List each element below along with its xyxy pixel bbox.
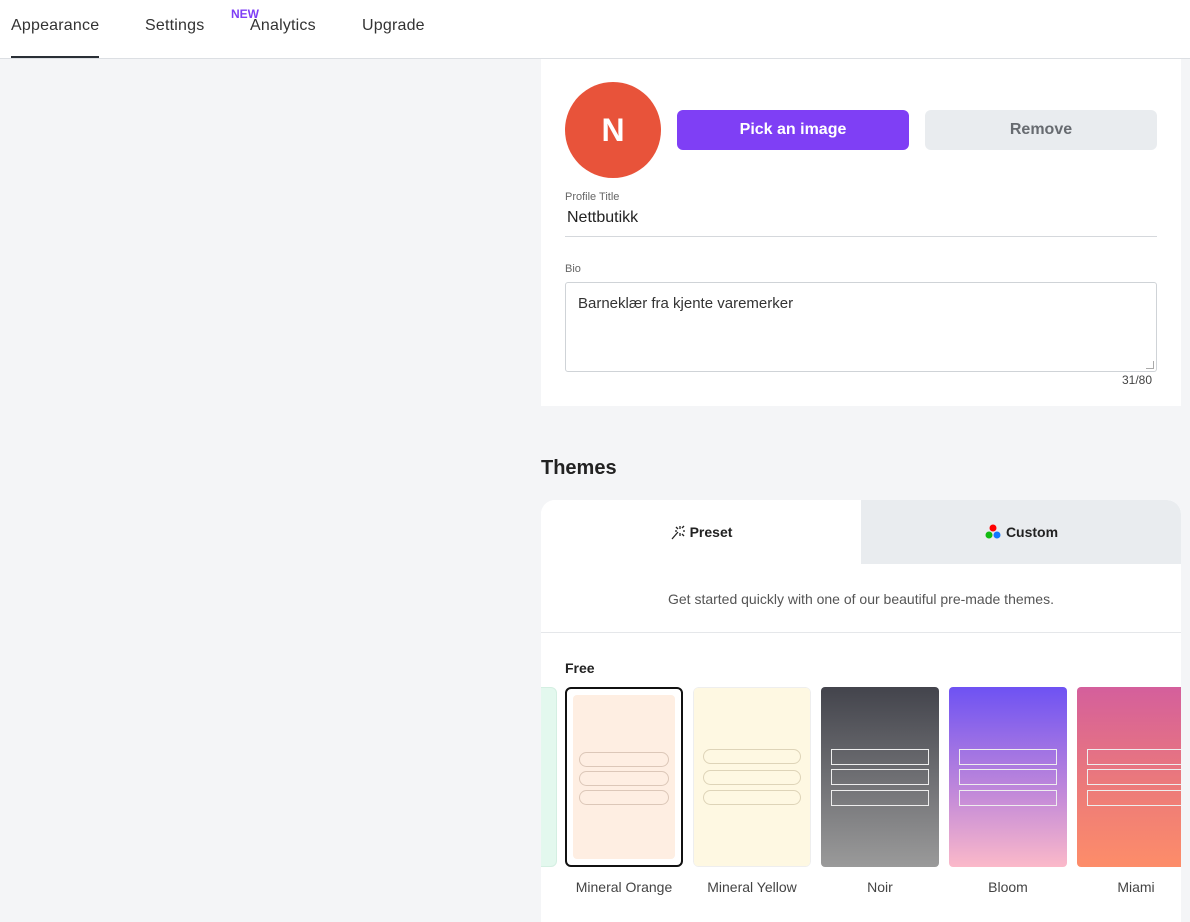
divider [541,632,1181,633]
theme-card-noir[interactable] [821,687,939,867]
avatar: N [565,82,661,178]
tab-preset-label: Preset [689,524,733,540]
theme-name: Mineral Orange [575,879,673,895]
themes-card: Preset Custom Get started quickly with o… [541,500,1181,922]
color-dots-icon [985,524,1001,539]
theme-card-partial[interactable] [541,687,557,867]
profile-title-input[interactable]: Nettbutikk [565,209,1157,237]
tab-analytics[interactable]: Analytics [250,17,316,34]
bio-textarea[interactable]: Barneklær fra kjente varemerker [565,282,1157,372]
tab-custom[interactable]: Custom [861,500,1181,564]
tab-appearance[interactable]: Appearance [11,17,100,58]
theme-card-bloom[interactable] [949,687,1067,867]
theme-card-mineral-orange[interactable] [565,687,683,867]
remove-button[interactable]: Remove [925,110,1157,150]
profile-title-label: Profile Title [565,191,620,203]
bio-char-count: 31/80 [1121,373,1152,387]
theme-name: Miami [1117,879,1155,895]
tab-custom-label: Custom [1005,524,1059,540]
top-nav: Appearance Settings NEW Analytics Upgrad… [0,0,1190,59]
pick-image-button[interactable]: Pick an image [677,110,909,150]
tab-upgrade[interactable]: Upgrade [362,17,425,34]
new-badge: NEW [231,7,259,21]
themes-heading: Themes [541,457,617,479]
profile-card: N Pick an image Remove Profile Title Net… [541,59,1181,406]
theme-name: Mineral Yellow [707,879,797,895]
theme-name: Bloom [988,879,1028,895]
bio-text: Barneklær fra kjente varemerker [578,295,794,312]
free-section-label: Free [565,660,595,676]
bio-label: Bio [565,263,581,275]
themes-description: Get started quickly with one of our beau… [668,591,1054,607]
tab-preset[interactable]: Preset [541,500,861,564]
theme-name: Noir [867,879,893,895]
tab-settings[interactable]: Settings [145,17,205,34]
theme-card-miami[interactable] [1077,687,1181,867]
magic-wand-icon [671,525,685,540]
resize-handle[interactable] [1146,361,1154,369]
theme-card-mineral-yellow[interactable] [693,687,811,867]
